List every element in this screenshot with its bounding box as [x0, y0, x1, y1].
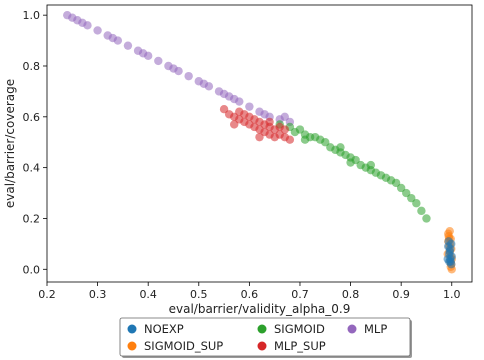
x-tick-label: 0.5 [190, 288, 208, 301]
legend-label-mlp: MLP [364, 322, 387, 336]
x-tick-label: 0.4 [139, 288, 157, 301]
y-tick-label: 0.8 [23, 60, 41, 73]
x-tick-label: 0.7 [291, 288, 309, 301]
plot-frame [46, 4, 473, 283]
point-mlp-sup [285, 135, 295, 144]
point-mlp-sup [270, 132, 279, 142]
x-tick-label: 0.9 [392, 288, 410, 301]
x-tick-label: 1.0 [443, 288, 461, 301]
point-mlp-sup [235, 115, 244, 124]
point-sigmoid [321, 138, 330, 147]
point-mlp-sup [255, 132, 264, 142]
point-mlp [245, 102, 254, 111]
point-sigmoid [407, 193, 416, 203]
point-sigmoid [346, 158, 355, 167]
plot-marks [63, 10, 456, 274]
point-mlp [184, 71, 193, 81]
point-noexp [447, 239, 456, 249]
point-mlp [78, 18, 87, 27]
point-sigmoid [336, 143, 345, 152]
point-mlp-sup [219, 104, 229, 114]
y-axis-label: eval/barrier/coverage [3, 79, 17, 208]
point-sigmoid [396, 183, 406, 193]
point-sigmoid [412, 199, 421, 208]
x-tick-label: 0.8 [342, 288, 360, 301]
point-sigmoid-sup [444, 229, 453, 238]
point-sigmoid [300, 135, 310, 144]
legend-box [119, 317, 411, 357]
point-sigmoid [290, 127, 300, 137]
x-axis-label: eval/barrier/validity_alpha_0.9 [169, 302, 351, 316]
y-axis: 0.0 0.2 0.4 0.6 0.8 1.0 [23, 9, 47, 276]
legend: NOEXP SIGMOID_SUP SIGMOID MLP_SUP MLP [119, 317, 412, 358]
legend-marker-mlp-sup [257, 341, 267, 351]
point-mlp [260, 110, 269, 119]
y-tick-label: 0.2 [23, 212, 41, 225]
legend-marker-mlp [347, 324, 357, 334]
point-sigmoid [391, 178, 401, 188]
legend-marker-noexp [127, 324, 137, 334]
x-tick-label: 0.3 [89, 288, 107, 301]
point-mlp [219, 89, 229, 99]
x-tick-label: 0.6 [241, 288, 259, 301]
y-tick-label: 0.0 [23, 263, 41, 276]
point-sigmoid [402, 188, 411, 198]
legend-label-mlp-sup: MLP_SUP [274, 339, 326, 353]
point-mlp [280, 112, 289, 122]
point-mlp [199, 79, 209, 88]
point-noexp [445, 257, 454, 266]
legend-marker-sigmoid [257, 324, 267, 334]
legend-label-sigmoid: SIGMOID [274, 322, 325, 336]
point-mlp-sup [240, 110, 249, 119]
legend-marker-sigmoid-sup [127, 341, 137, 351]
legend-label-sigmoid-sup: SIGMOID_SUP [144, 339, 223, 353]
point-mlp-sup [230, 120, 239, 129]
y-tick-label: 0.6 [23, 111, 41, 124]
point-mlp-sup [265, 117, 274, 127]
x-axis: 0.2 0.3 0.4 0.5 0.6 0.7 0.8 0.9 1.0 [38, 282, 461, 301]
point-sigmoid [366, 160, 376, 170]
legend-label-noexp: NOEXP [144, 322, 184, 336]
point-sigmoid [422, 214, 431, 223]
y-tick-label: 0.4 [23, 162, 41, 175]
point-sigmoid [417, 206, 426, 216]
point-mlp [154, 56, 163, 66]
point-mlp-sup [280, 125, 289, 134]
y-tick-label: 1.0 [23, 9, 41, 22]
point-mlp [138, 49, 148, 58]
point-mlp-sup [250, 115, 259, 124]
point-mlp [169, 64, 178, 73]
point-mlp [230, 94, 239, 104]
point-mlp [108, 33, 117, 43]
x-tick-label: 0.2 [38, 288, 56, 301]
point-mlp [123, 41, 133, 50]
point-mlp [93, 26, 102, 35]
